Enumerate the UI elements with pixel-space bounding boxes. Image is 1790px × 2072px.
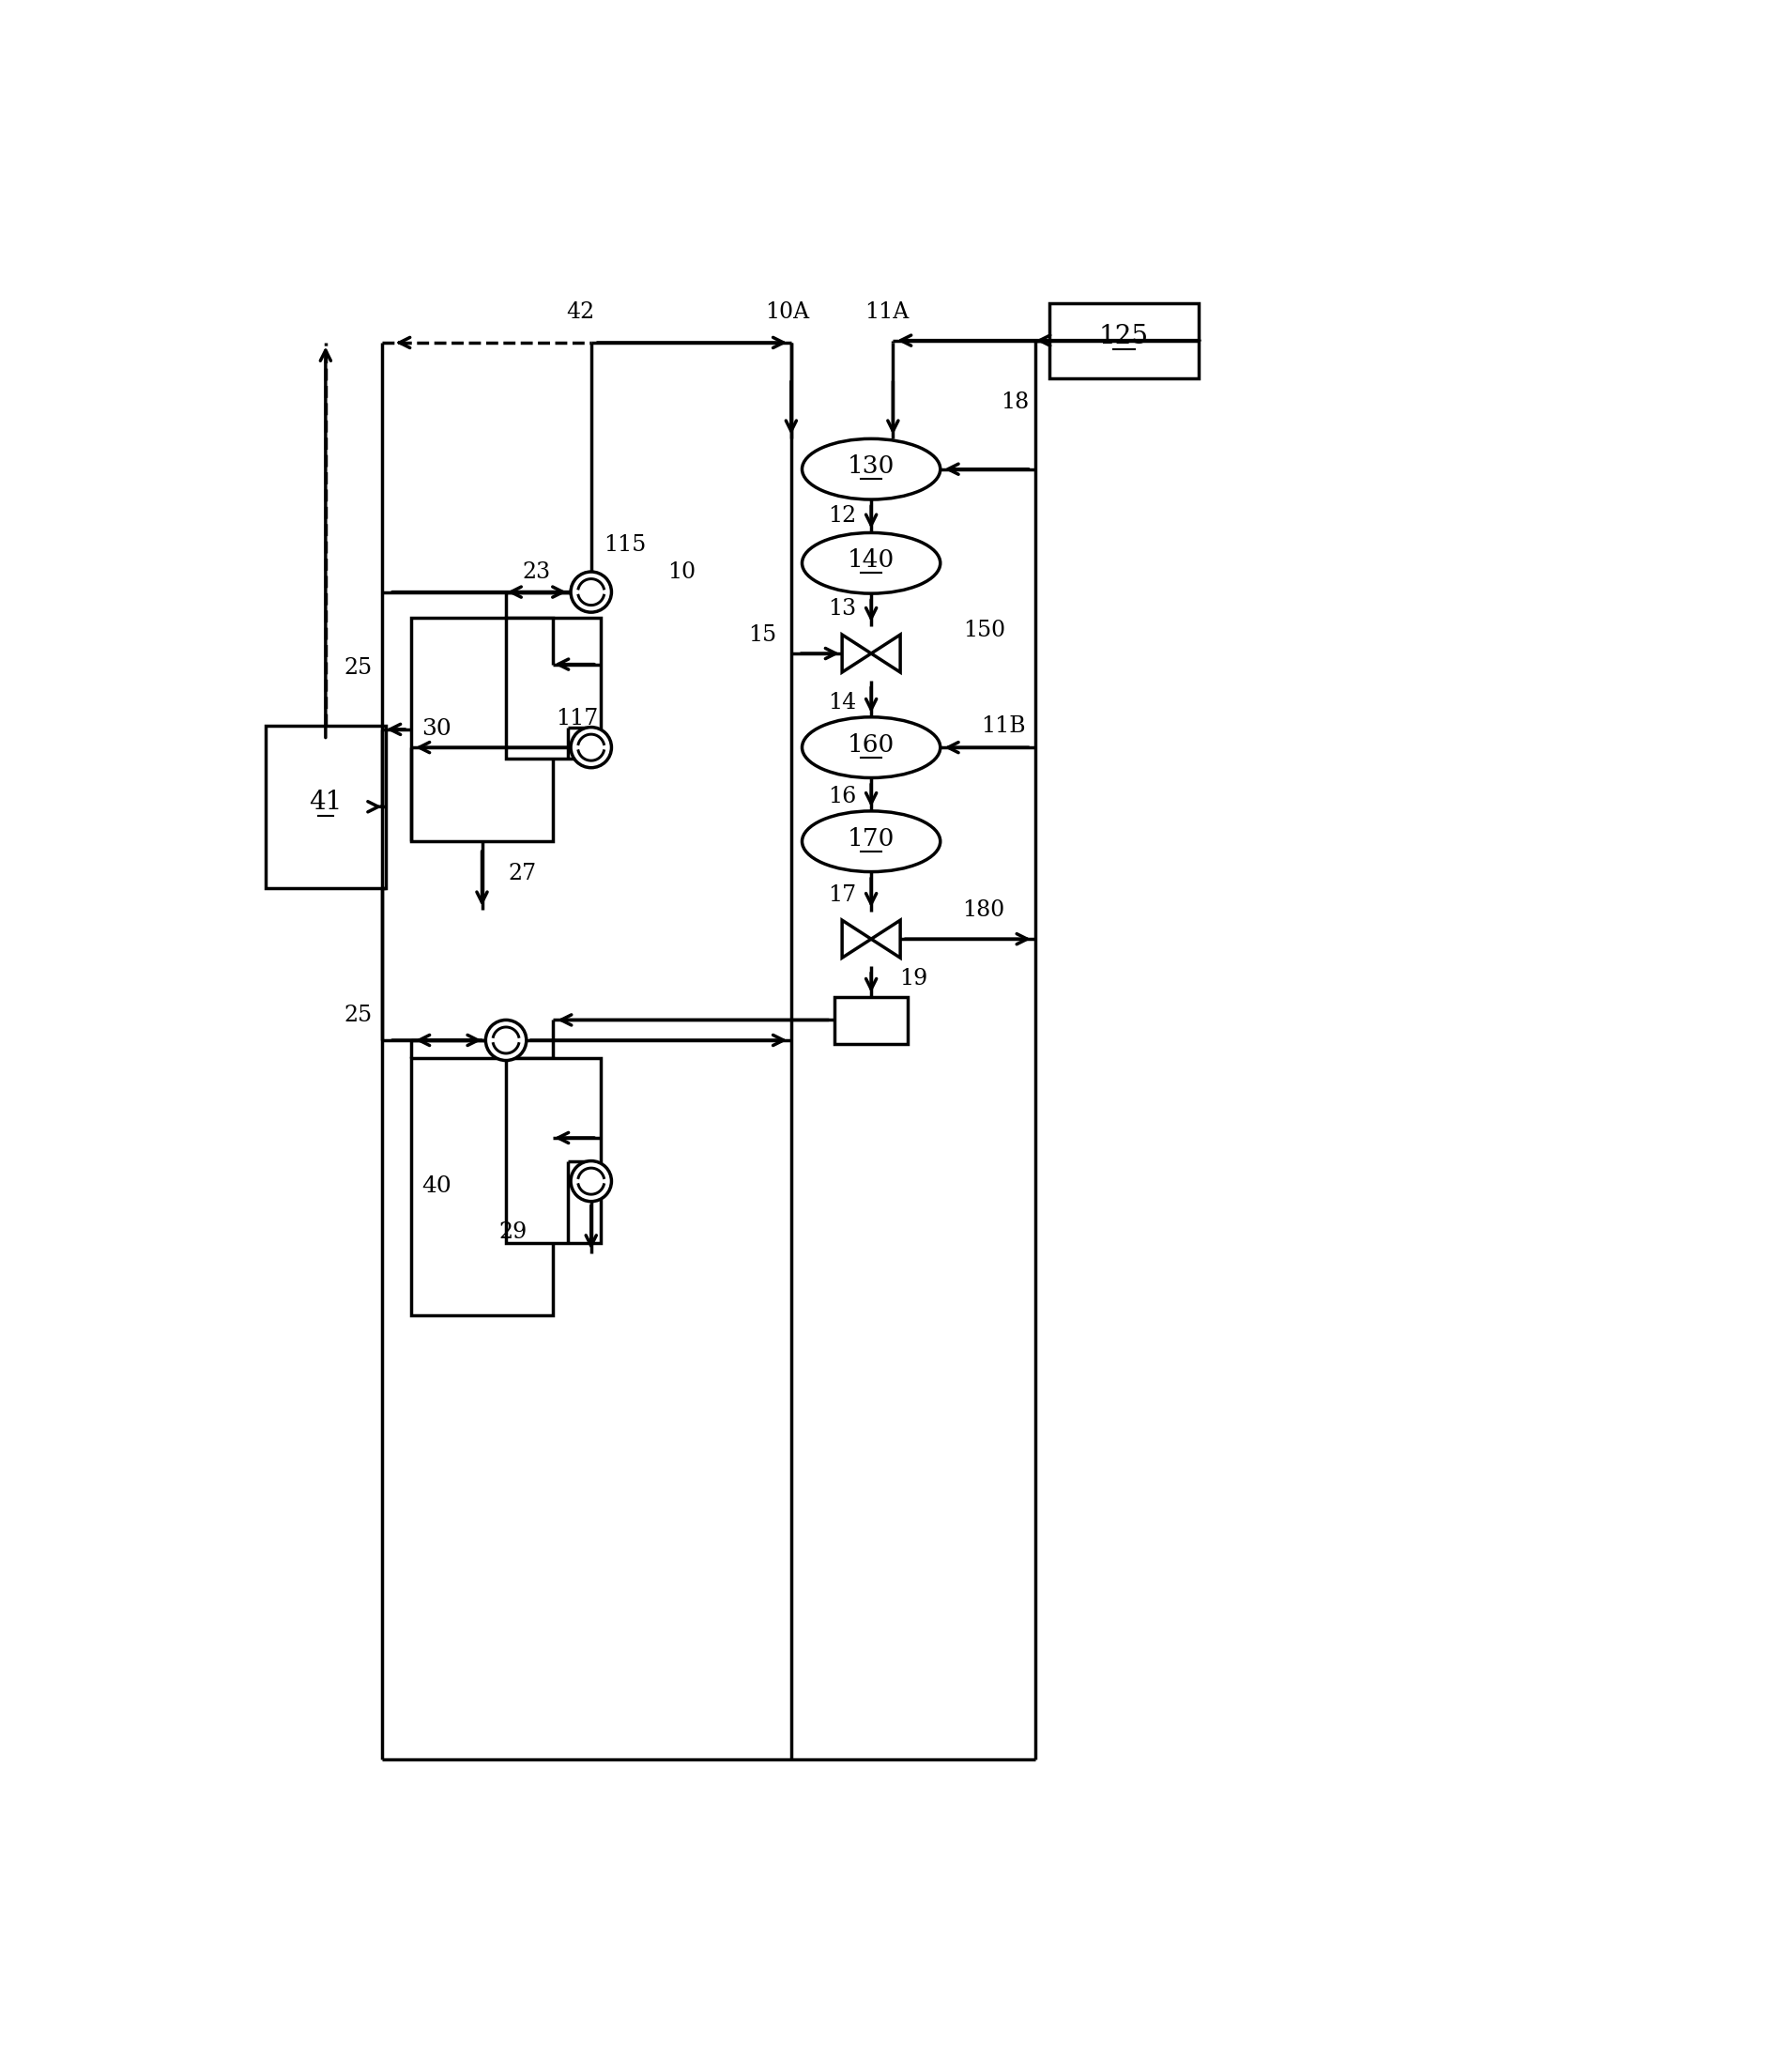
Text: 150: 150 xyxy=(963,620,1006,640)
Ellipse shape xyxy=(802,439,940,499)
Circle shape xyxy=(571,1160,612,1202)
Circle shape xyxy=(571,727,612,769)
Text: 41: 41 xyxy=(310,789,342,814)
Circle shape xyxy=(571,572,612,611)
Text: 23: 23 xyxy=(523,562,551,584)
Text: 25: 25 xyxy=(344,1005,372,1026)
Bar xyxy=(412,1059,553,1316)
Text: 12: 12 xyxy=(829,506,856,526)
Text: 180: 180 xyxy=(963,899,1006,920)
Text: 42: 42 xyxy=(566,300,594,323)
Text: 29: 29 xyxy=(499,1220,528,1243)
Bar xyxy=(1049,303,1199,379)
Text: 40: 40 xyxy=(422,1175,451,1198)
Text: 17: 17 xyxy=(829,885,856,905)
Polygon shape xyxy=(841,920,872,957)
Text: 27: 27 xyxy=(508,864,537,885)
Text: 16: 16 xyxy=(829,785,856,808)
Ellipse shape xyxy=(802,717,940,777)
Bar xyxy=(412,617,553,841)
Text: 130: 130 xyxy=(847,454,895,479)
Polygon shape xyxy=(872,920,900,957)
Text: 11B: 11B xyxy=(981,715,1026,736)
Text: 25: 25 xyxy=(344,657,372,680)
Text: 30: 30 xyxy=(422,719,451,740)
Text: 170: 170 xyxy=(847,827,895,850)
Ellipse shape xyxy=(802,533,940,593)
Bar xyxy=(267,725,387,889)
Text: 10A: 10A xyxy=(766,300,809,323)
Bar xyxy=(834,997,908,1044)
Polygon shape xyxy=(872,634,900,671)
Text: 15: 15 xyxy=(748,624,777,646)
Text: 19: 19 xyxy=(899,968,927,990)
Text: 140: 140 xyxy=(848,549,895,572)
Text: 14: 14 xyxy=(829,692,856,713)
Text: 115: 115 xyxy=(603,535,646,555)
Text: 13: 13 xyxy=(829,599,856,620)
Circle shape xyxy=(485,1019,526,1061)
Bar xyxy=(507,1059,601,1243)
Polygon shape xyxy=(841,634,872,671)
Ellipse shape xyxy=(802,810,940,872)
Text: 160: 160 xyxy=(848,733,895,756)
Text: 117: 117 xyxy=(557,709,598,729)
Text: 11A: 11A xyxy=(865,300,909,323)
Text: 125: 125 xyxy=(1099,323,1149,348)
Text: 18: 18 xyxy=(1001,392,1029,414)
Bar xyxy=(507,617,601,758)
Text: 10: 10 xyxy=(668,562,696,584)
